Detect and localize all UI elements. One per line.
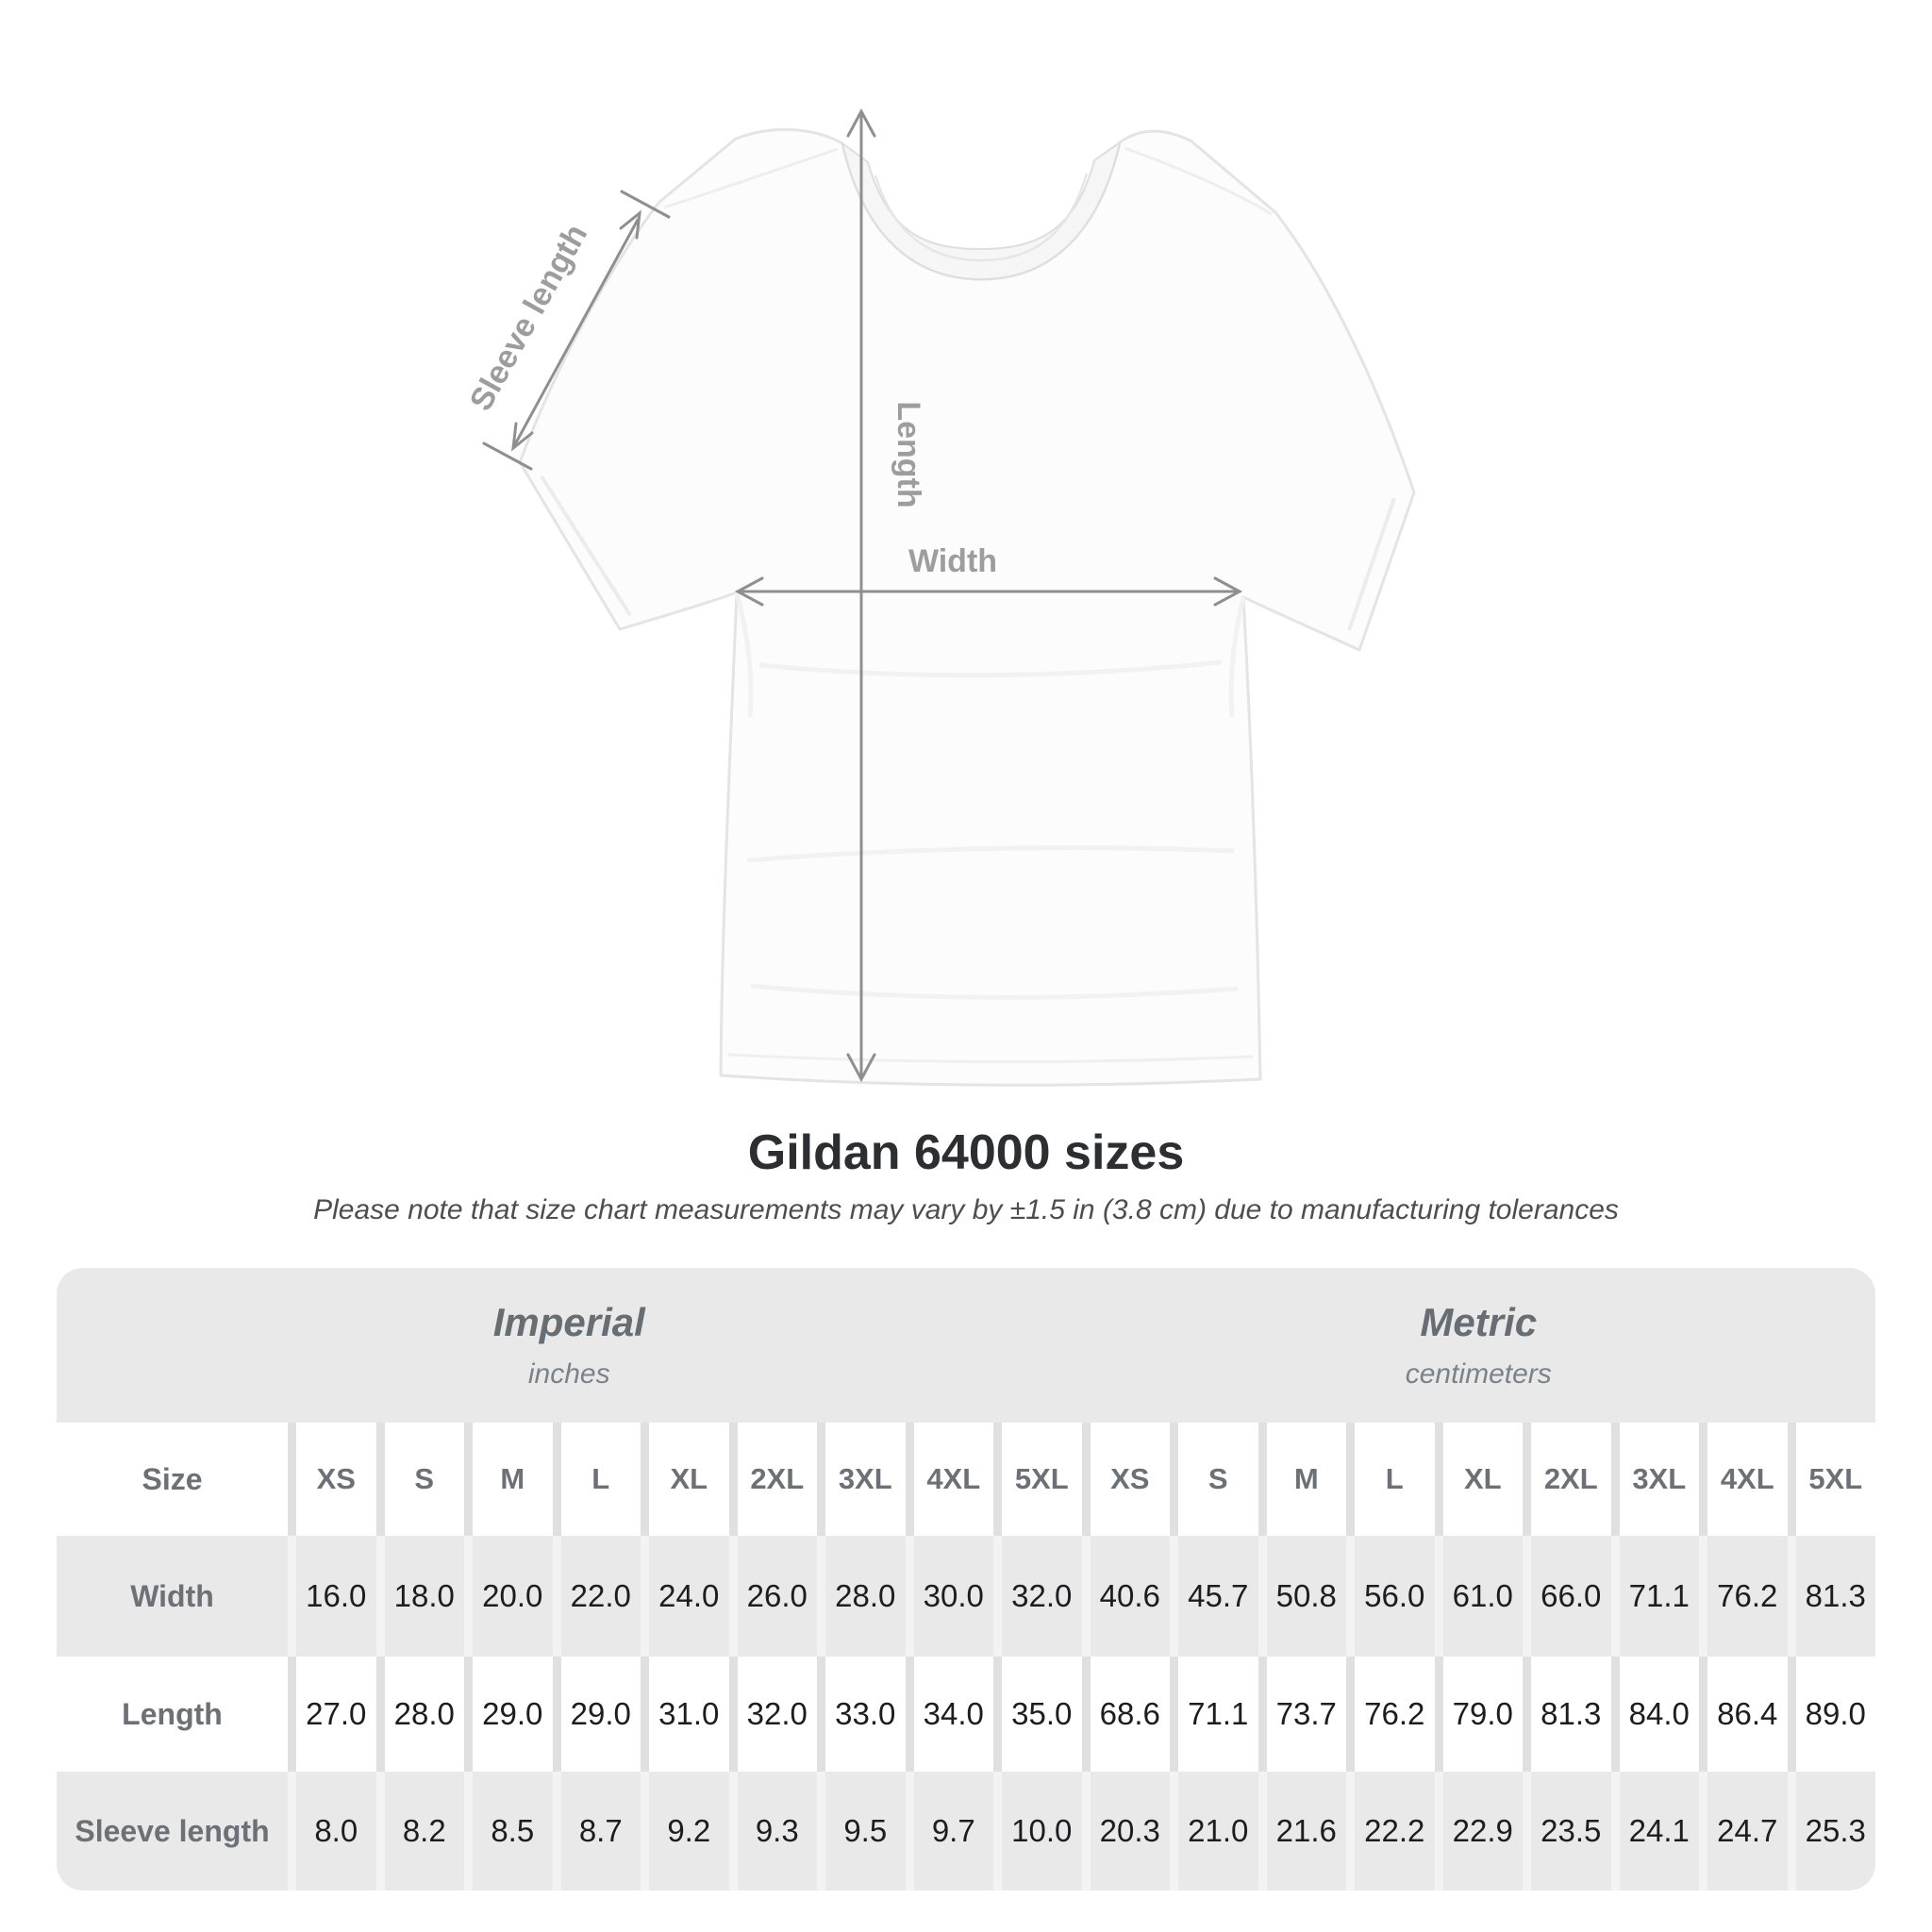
table-cell: 24.1 [1610, 1772, 1700, 1890]
size-col-header: 4XL [905, 1423, 993, 1536]
table-cell: 9.3 [728, 1772, 818, 1890]
tshirt-measurement-diagram: Sleeve length Length Width [463, 108, 1416, 1087]
size-col-header: XL [641, 1423, 729, 1536]
table-cell: 61.0 [1434, 1536, 1524, 1657]
table-cell: 30.0 [905, 1536, 994, 1657]
size-col-header: S [1170, 1423, 1258, 1536]
width-dimension-arrow [734, 576, 1243, 607]
metric-section-header: Metric centimeters [1082, 1268, 1876, 1423]
table-cell: 10.0 [993, 1772, 1082, 1890]
table-cell: 24.0 [641, 1536, 729, 1657]
row-label-length: Length [57, 1657, 288, 1772]
table-cell: 76.2 [1346, 1657, 1435, 1772]
table-cell: 20.0 [464, 1536, 553, 1657]
size-col-header: M [464, 1423, 553, 1536]
table-cell: 86.4 [1699, 1657, 1788, 1772]
tshirt-collar-band [841, 140, 1122, 281]
imperial-title: Imperial [492, 1300, 645, 1344]
imperial-subtitle: inches [527, 1358, 610, 1390]
table-cell: 73.7 [1257, 1657, 1346, 1772]
table-cell: 28.0 [375, 1657, 464, 1772]
size-col-header: 3XL [1610, 1423, 1699, 1536]
table-cell: 33.0 [817, 1657, 906, 1772]
width-label: Width [908, 543, 997, 579]
tolerance-note: Please note that size chart measurements… [313, 1194, 1619, 1225]
table-cell: 71.1 [1610, 1536, 1700, 1657]
table-cell: 9.5 [817, 1772, 906, 1890]
table-cell: 20.3 [1081, 1772, 1171, 1890]
row-label-sleeve-length: Sleeve length [75, 1813, 270, 1848]
size-col-header: XL [1434, 1423, 1523, 1536]
table-cell: 34.0 [905, 1657, 993, 1772]
size-col-header: 3XL [817, 1423, 906, 1536]
table-cell: 16.0 [288, 1536, 376, 1657]
size-col-header: 5XL [1787, 1423, 1875, 1536]
size-col-header: 2XL [728, 1423, 817, 1536]
size-col-header: L [552, 1423, 641, 1536]
table-cell: 8.0 [288, 1772, 376, 1890]
table-cell: 68.6 [1081, 1657, 1170, 1772]
sleeve-hem-creases [540, 475, 1396, 631]
table-cell: 26.0 [728, 1536, 818, 1657]
size-col-header: L [1346, 1423, 1435, 1536]
size-col-header: M [1257, 1423, 1346, 1536]
length-label: Length [891, 401, 926, 508]
table-cell: 18.0 [375, 1536, 465, 1657]
table-cell: 28.0 [817, 1536, 906, 1657]
length-dimension-arrow [846, 108, 876, 1083]
size-table: Imperial inches Metric centimeters Size … [57, 1268, 1875, 1890]
table-cell: 31.0 [641, 1657, 729, 1772]
size-col-header: 5XL [993, 1423, 1082, 1536]
table-cell: 29.0 [552, 1657, 641, 1772]
table-cell: 25.3 [1787, 1772, 1876, 1890]
table-cell: 35.0 [993, 1657, 1082, 1772]
table-cell: 71.1 [1170, 1657, 1258, 1772]
table-cell: 32.0 [728, 1657, 817, 1772]
table-cell: 22.0 [552, 1536, 641, 1657]
size-col-header: 4XL [1699, 1423, 1788, 1536]
table-cell: 22.9 [1434, 1772, 1524, 1890]
size-col-header: 2XL [1523, 1423, 1611, 1536]
row-label-width: Width [130, 1578, 214, 1613]
table-cell: 9.2 [641, 1772, 729, 1890]
table-cell: 56.0 [1346, 1536, 1435, 1657]
metric-title: Metric [1420, 1300, 1538, 1344]
sleeve-length-dimension-arrow [482, 190, 671, 471]
size-corner-label: Size [57, 1423, 288, 1536]
imperial-section-header: Imperial inches [57, 1268, 1082, 1423]
table-cell: 27.0 [288, 1657, 376, 1772]
fabric-wrinkles [734, 591, 1246, 1000]
shoulder-seams [663, 146, 1273, 216]
tshirt-graphic [518, 127, 1416, 1087]
table-cell: 66.0 [1523, 1536, 1611, 1657]
table-cell: 21.0 [1170, 1772, 1258, 1890]
table-cell: 21.6 [1257, 1772, 1347, 1890]
table-cell: 45.7 [1170, 1536, 1258, 1657]
table-cell: 89.0 [1787, 1657, 1875, 1772]
table-cell: 32.0 [993, 1536, 1082, 1657]
size-col-header: XS [1081, 1423, 1170, 1536]
table-cell: 22.2 [1346, 1772, 1435, 1890]
table-cell: 40.6 [1081, 1536, 1171, 1657]
size-col-header: XS [288, 1423, 376, 1536]
table-cell: 8.7 [552, 1772, 641, 1890]
metric-subtitle: centimeters [1405, 1358, 1552, 1390]
table-cell: 79.0 [1434, 1657, 1523, 1772]
table-cell: 23.5 [1523, 1772, 1611, 1890]
table-cell: 8.5 [464, 1772, 553, 1890]
table-cell: 84.0 [1610, 1657, 1699, 1772]
hem-stitch-line [727, 1053, 1254, 1064]
table-cell: 24.7 [1699, 1772, 1788, 1890]
table-cell: 76.2 [1699, 1536, 1788, 1657]
collar-stitch-line [874, 173, 1089, 262]
page-title: Gildan 64000 sizes [747, 1125, 1185, 1180]
table-cell: 29.0 [464, 1657, 553, 1772]
table-cell: 81.3 [1523, 1657, 1611, 1772]
table-cell: 81.3 [1787, 1536, 1876, 1657]
table-cell: 9.7 [905, 1772, 994, 1890]
table-cell: 50.8 [1257, 1536, 1347, 1657]
table-cell: 8.2 [375, 1772, 465, 1890]
size-col-header: S [375, 1423, 464, 1536]
